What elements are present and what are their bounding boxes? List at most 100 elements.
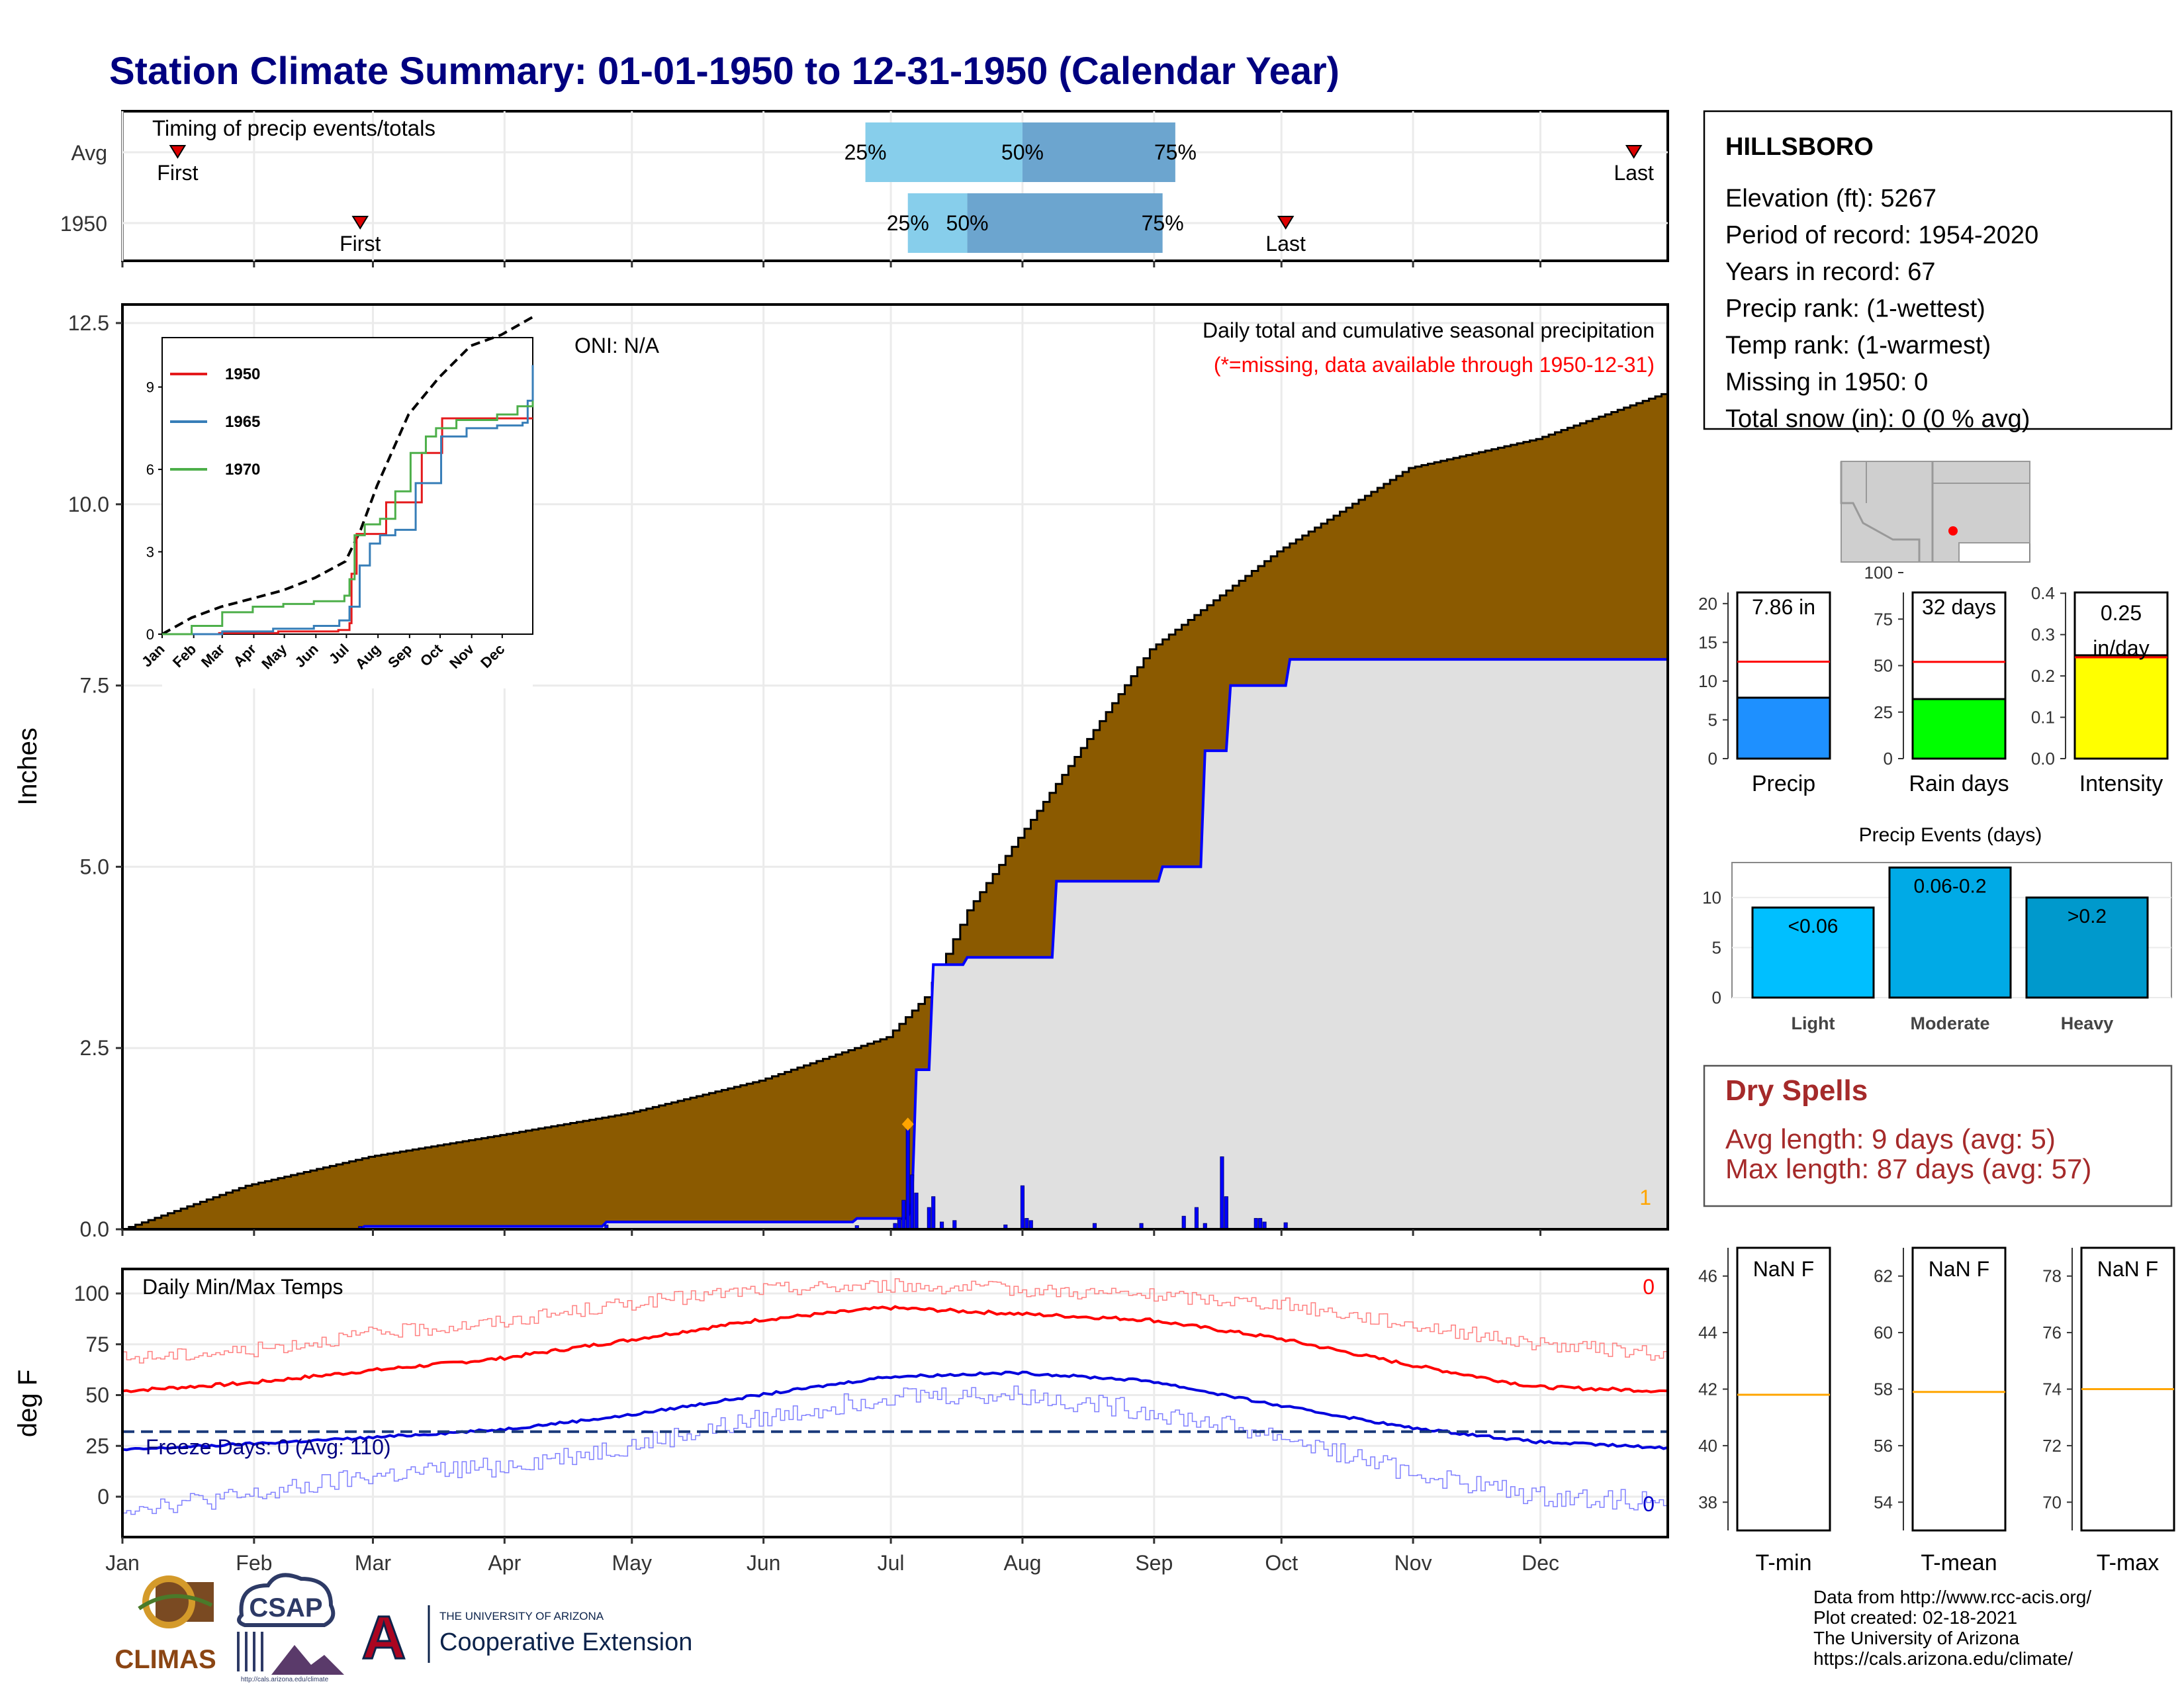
precip-ytick-label: 5.0 — [80, 855, 109, 878]
temp-bar-ytick-label: 42 — [1698, 1380, 1717, 1399]
temp-ytick-label: 25 — [85, 1434, 109, 1458]
month-tick-label: Oct — [1265, 1551, 1298, 1575]
timing-box-upper — [1022, 122, 1175, 182]
month-tick-label: May — [612, 1551, 652, 1575]
timing-p75-label: 75% — [1154, 140, 1197, 164]
avg-min-line — [122, 1370, 1668, 1452]
freeze-days: Freeze Days: 0 (Avg: 110) — [146, 1435, 391, 1459]
ua-logo: A THE UNIVERSITY OF ARIZONA Cooperative … — [361, 1603, 692, 1673]
temp-bars: 38 40 42 44 46 NaN F T-min 54 56 58 60 62 NaN F T-mea… — [1698, 1246, 2175, 1575]
precip-ytick-label: 0.0 — [80, 1217, 109, 1241]
temp-panel: Daily Min/Max Temps 0 0 Freeze Days: 0 (… — [13, 1268, 1669, 1538]
temp-bar-frame — [1736, 1246, 1831, 1532]
daily-precip-bar — [901, 1199, 906, 1230]
events-bar-value-label: >0.2 — [2068, 906, 2107, 927]
temp-bar-ytick-label: 72 — [2042, 1436, 2062, 1456]
dry-spells-avg: Avg length: 9 days (avg: 5) — [1725, 1123, 2056, 1154]
temp-bar-frame — [1911, 1246, 2007, 1532]
footer: CLIMAS CSAP http://cals.arizona.edu/clim… — [114, 1573, 2091, 1683]
summary-bar-label: Rain days — [1909, 771, 2009, 796]
footer-line: Plot created: 02-18-2021 — [1813, 1607, 2017, 1628]
summary-bar-label: Precip — [1752, 771, 1815, 796]
precip-ylabel: Inches — [13, 727, 42, 806]
timing-p25-label: 25% — [887, 211, 929, 235]
summary-value-label: 7.86 in — [1752, 595, 1815, 619]
station-info-line: Total snow (in): 0 (0 % avg) — [1725, 405, 2030, 433]
footer-line: Data from http://www.rcc-acis.org/ — [1813, 1587, 2091, 1607]
csap-logo-url: http://cals.arizona.edu/climate — [241, 1676, 329, 1683]
temp-bar-ytick-label: 46 — [1698, 1266, 1717, 1286]
inset-series-avg — [161, 316, 533, 635]
temp-ytick-label: 100 — [74, 1282, 109, 1305]
daily-precip-bar — [1020, 1185, 1025, 1230]
temp-bar-ytick-label: 60 — [1874, 1323, 1893, 1342]
temp-ylabel: deg F — [13, 1370, 42, 1437]
temp-bar-label: T-max — [2097, 1550, 2159, 1575]
summary-value-label: 0.25 — [2101, 601, 2142, 625]
timing-row-1950: 1950 — [60, 212, 107, 236]
avg-cumulative-line — [122, 392, 1669, 1231]
summary-ytick-label: 75 — [1874, 609, 1893, 629]
summary-ytick-label: 100 — [1864, 563, 1893, 583]
csap-logo-text: CSAP — [249, 1593, 322, 1622]
inset-ytick-label: 0 — [146, 626, 154, 643]
record-min-line — [122, 1385, 1668, 1515]
events-bar-value-label: <0.06 — [1788, 915, 1839, 937]
summary-ytick-label: 0 — [1884, 749, 1893, 769]
summary-ytick-label: 0.3 — [2031, 625, 2055, 645]
precip-ytick-label: 7.5 — [80, 674, 109, 698]
month-tick-label: Apr — [488, 1551, 521, 1575]
missing-note: (*=missing, data available through 1950-… — [1214, 353, 1655, 377]
summary-ytick-label: 0.1 — [2031, 708, 2055, 727]
month-axis: Jan Feb Mar Apr May Jun Jul Aug Sep Oct Nov Dec — [105, 261, 1559, 1575]
daily-precip-bar — [1194, 1207, 1199, 1230]
location-map — [1840, 461, 2030, 563]
precip-ytick-label: 10.0 — [68, 492, 109, 516]
inset-ytick-label: 9 — [146, 379, 154, 396]
dry-spells-max: Max length: 87 days (avg: 57) — [1725, 1153, 2091, 1184]
dry-spells-title: Dry Spells — [1725, 1074, 1868, 1107]
timing-row-avg: Avg — [71, 141, 107, 165]
station-info-line: Temp rank: (1-warmest) — [1725, 332, 1991, 359]
avg-max-line — [122, 1305, 1668, 1393]
summary-ytick-label: 15 — [1698, 632, 1717, 652]
month-tick-label: Nov — [1394, 1551, 1432, 1575]
precip-panel: 0.0 2.5 5.0 7.5 10.0 12.5 Inches Daily total … — [13, 303, 1669, 1241]
daily-precip-bar — [897, 1218, 901, 1230]
temp-bar-ytick-label: 76 — [2042, 1323, 2062, 1342]
temp-bar-value-label: NaN F — [2097, 1257, 2158, 1281]
precip-ytick-label: 2.5 — [80, 1036, 109, 1060]
timing-first-marker-label: First — [157, 161, 198, 185]
year-cumulative-area — [122, 659, 1668, 1229]
timing-panel: Timing of precip events/totals 25% 50% 75%… — [60, 110, 1669, 262]
temp-max-count: 0 — [1643, 1275, 1655, 1299]
summary-ytick-label: 0.0 — [2031, 749, 2055, 769]
timing-box-lower — [865, 122, 1023, 182]
station-info-line: Precip rank: (1-wettest) — [1725, 295, 1985, 323]
timing-p25-label: 25% — [844, 140, 887, 164]
timing-first-marker — [351, 216, 369, 230]
events-bar-moderate — [1888, 867, 2012, 999]
daily-precip-bar — [905, 1123, 910, 1230]
month-tick-label: Sep — [1135, 1551, 1173, 1575]
ua-logo-big: Cooperative Extension — [439, 1628, 692, 1656]
summary-ytick-label: 0 — [1708, 749, 1717, 769]
daily-precip-bar — [910, 1174, 915, 1230]
temp-bar-ytick-label: 74 — [2042, 1380, 2062, 1399]
year-cumulative-line — [122, 658, 1668, 1231]
inset-series-1950 — [162, 417, 533, 635]
station-info-line: Missing in 1950: 0 — [1725, 369, 1928, 397]
inset-legend-label: 1950 — [225, 365, 260, 383]
max-day-marker — [901, 1117, 914, 1131]
inset-series-1970 — [162, 400, 534, 635]
inset-ytick-label: 6 — [146, 461, 154, 478]
summary-ytick-label: 0.2 — [2031, 666, 2055, 686]
temp-bar-label: T-min — [1756, 1550, 1812, 1575]
station-location-dot — [1948, 526, 1958, 536]
month-tick-label: Jan — [105, 1551, 140, 1575]
temp-bar-ytick-label: 78 — [2042, 1266, 2062, 1286]
record-max-line — [122, 1278, 1668, 1364]
daily-precip-bar — [931, 1196, 936, 1230]
month-tick-label: Aug — [1003, 1551, 1041, 1575]
